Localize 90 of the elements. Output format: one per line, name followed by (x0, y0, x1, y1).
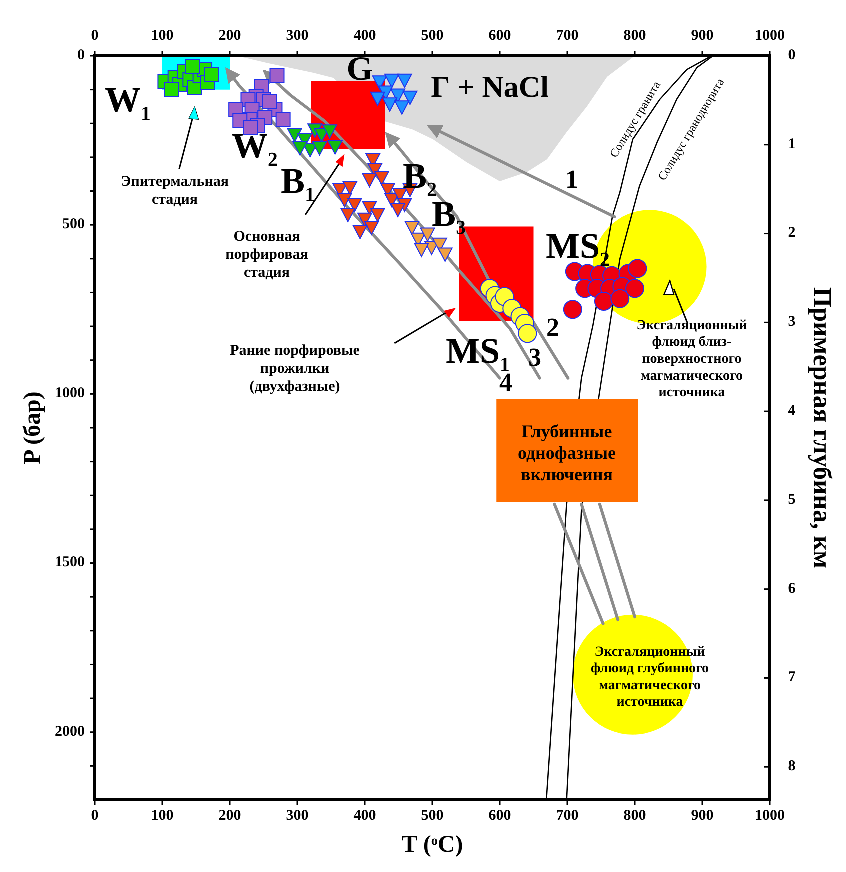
x-tick-label: 1000 (755, 808, 785, 824)
annotation: 2 (546, 312, 560, 342)
annotation: Рание порфировые прожилки (двухфазные) (230, 343, 360, 396)
x-tick-label: 800 (624, 808, 646, 824)
x2-tick-label: 700 (556, 28, 579, 44)
point (394, 100, 410, 115)
point (185, 59, 200, 74)
point (328, 140, 343, 155)
x-tick-label: 100 (151, 808, 174, 824)
annotation: B$_{1}$ (281, 161, 315, 206)
x-tick-label: 700 (556, 808, 579, 824)
point (397, 74, 412, 88)
x2-tick-label: 1000 (755, 28, 785, 44)
point (374, 171, 390, 186)
point (384, 74, 400, 88)
x2-tick-label: 600 (488, 28, 512, 44)
point (340, 208, 356, 222)
y2-tick-label: 4 (788, 402, 796, 419)
point (626, 279, 644, 298)
x2-tick-label: 800 (624, 28, 646, 44)
point (382, 98, 398, 112)
x-tick-label: 300 (286, 808, 309, 824)
y2-tick-label: 5 (788, 492, 796, 508)
y-axis-title: P (бар) (20, 392, 46, 464)
y2-tick-label: 1 (788, 136, 796, 152)
point (362, 173, 378, 188)
x-tick-label: 600 (488, 808, 512, 824)
point (402, 90, 418, 106)
x2-tick-label: 900 (691, 28, 714, 44)
point (270, 68, 285, 84)
point (563, 300, 582, 320)
annotation: Основная порфировая стадия (226, 229, 308, 282)
annotation: Эпитермальная стадия (121, 174, 229, 208)
x-tick-label: 200 (218, 808, 242, 824)
y2-tick-label: 6 (788, 580, 796, 597)
point (370, 208, 386, 222)
point (347, 198, 362, 212)
y2-tick-label: 7 (788, 670, 796, 686)
y-tick-label: 1500 (55, 554, 85, 571)
y-tick-label: 1000 (55, 386, 85, 402)
point (262, 94, 278, 110)
point (610, 289, 630, 308)
annotation: Эксгаляционный флюид близ- поверхностного магматического источника (636, 318, 748, 401)
x2-tick-label: 300 (286, 28, 309, 44)
y2-tick-label: 3 (788, 314, 796, 330)
point (292, 142, 308, 156)
annotation: 1 (566, 164, 578, 194)
y2-tick-label: 8 (788, 758, 796, 775)
point (628, 259, 648, 278)
point (352, 225, 368, 240)
x2-tick-label: 0 (91, 28, 99, 44)
annotation: Г + NaCl (431, 70, 549, 104)
x-axis-title: T ($^{o}$C) (402, 832, 464, 858)
point (518, 324, 538, 344)
point (420, 228, 436, 242)
y-tick-label: 0 (78, 47, 85, 64)
point (204, 67, 220, 82)
x2-tick-label: 100 (151, 28, 174, 44)
annotation: W$_{2}$ (232, 126, 278, 171)
x-tick-label: 0 (91, 808, 99, 824)
y2-tick-label: 2 (788, 225, 796, 242)
y2-axis-title: Примерная глубина, км (808, 287, 838, 569)
annotation: Глубинные однофазные включеиня (518, 422, 616, 485)
point (364, 221, 380, 236)
point (438, 248, 453, 262)
y2-tick-label: 0 (788, 47, 796, 64)
annotation: W$_{1}$ (105, 80, 151, 125)
x2-tick-label: 500 (421, 28, 444, 44)
point (312, 142, 328, 156)
y-tick-label: 2000 (55, 724, 85, 740)
point (287, 128, 302, 143)
point (243, 120, 258, 136)
y-tick-label: 500 (62, 216, 85, 233)
point (594, 292, 614, 312)
point (342, 181, 358, 196)
point (390, 203, 406, 218)
x2-tick-label: 200 (218, 28, 242, 44)
point (404, 221, 420, 236)
x2-tick-label: 400 (354, 28, 376, 44)
point (414, 243, 430, 258)
x-tick-label: 900 (691, 808, 714, 824)
x-tick-label: 400 (354, 808, 376, 824)
point (337, 193, 352, 208)
x-tick-label: 500 (421, 808, 444, 824)
point (276, 112, 291, 128)
annotation: 3 (528, 342, 542, 372)
point (322, 124, 338, 139)
point (370, 92, 386, 106)
point (164, 82, 180, 98)
annotation: G (346, 50, 374, 88)
